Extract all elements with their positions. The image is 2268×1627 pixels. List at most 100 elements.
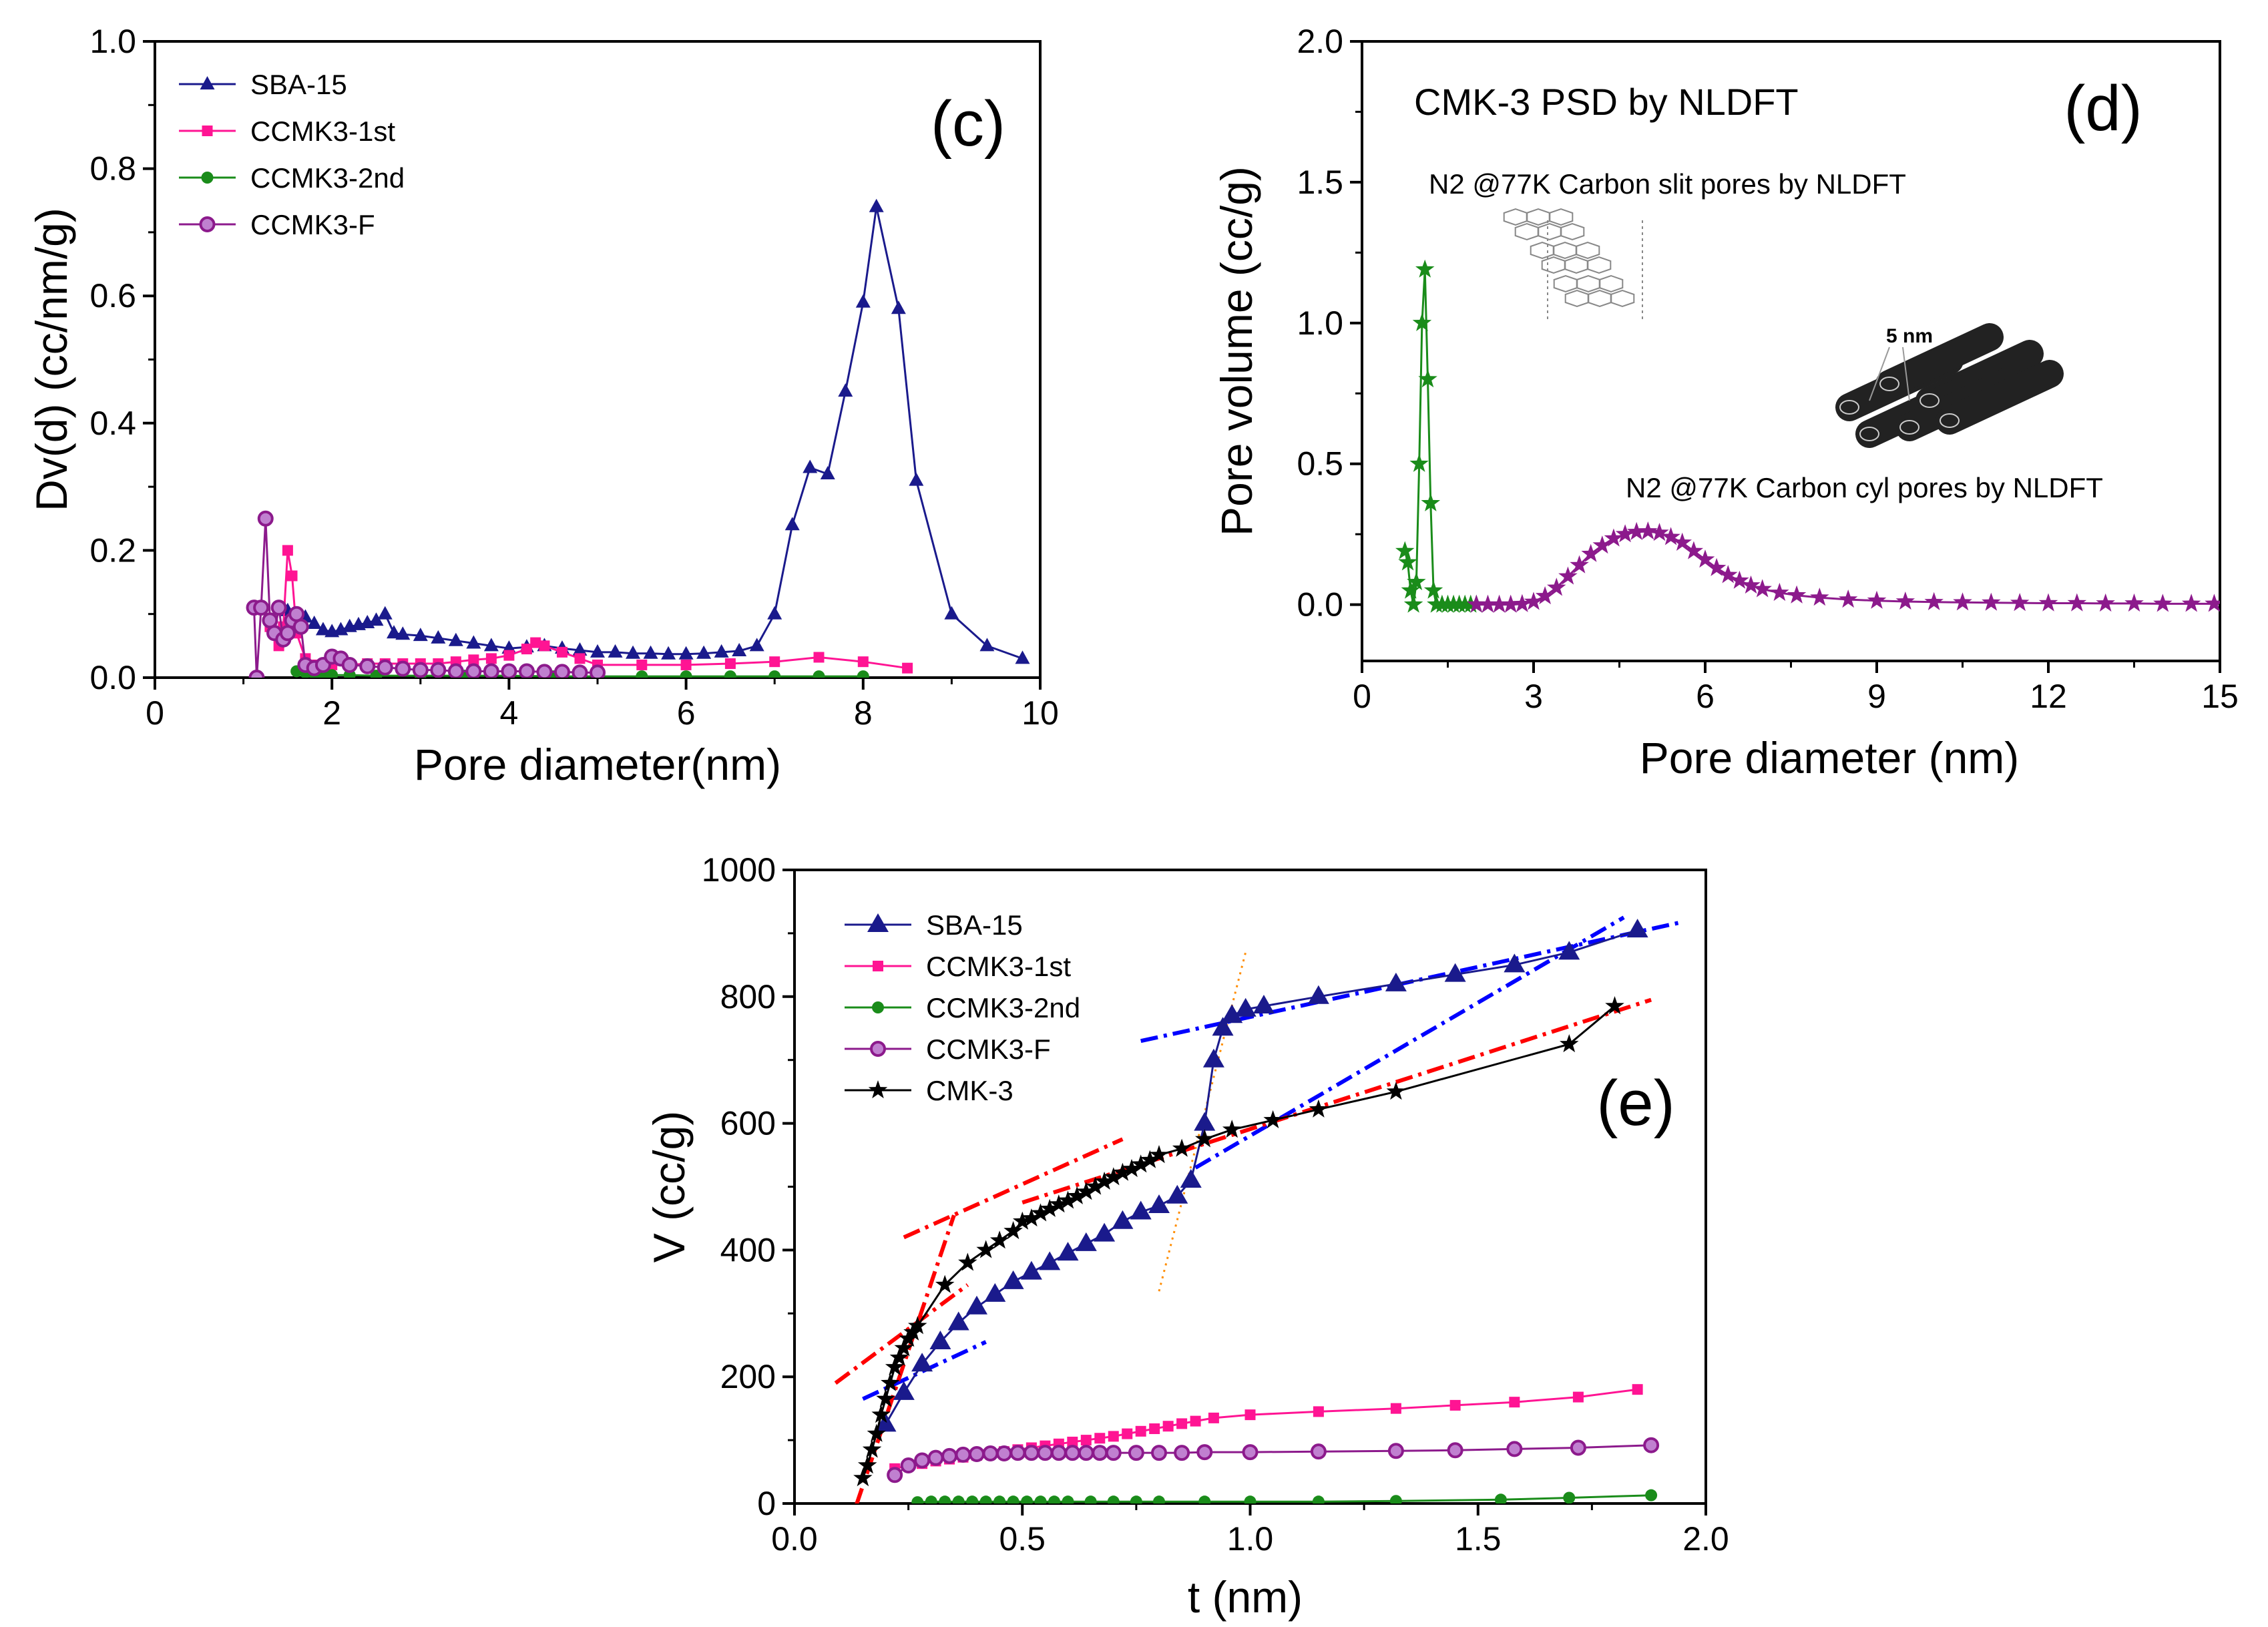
data-point [927,1449,944,1466]
data-point [1310,1443,1327,1460]
data-point [1104,1167,1123,1186]
data-point [1415,259,1435,278]
data-point [1176,1418,1188,1429]
data-point [1570,1439,1586,1456]
y-axis-title: Pore volume (cc/g) [1212,166,1261,536]
data-point [1524,592,1544,610]
y-tick-label: 2.0 [1297,23,1343,60]
data-point [1638,521,1658,540]
data-point [1572,1391,1584,1403]
data-point [1398,552,1417,571]
data-point [377,606,393,620]
data-point [447,663,464,678]
data-point [1982,592,2001,611]
data-point [1050,1445,1067,1461]
data-point [1570,555,1589,573]
data-point [1867,590,1887,609]
data-point [909,472,924,486]
panel-label: (d) [2064,73,2142,144]
data-point [326,669,338,678]
data-point [1312,1495,1325,1503]
data-point [857,1455,877,1474]
data-point [1022,1208,1042,1227]
panel-e: 0.0 0.5 1.0 1.5 2.0 0 200 400 600 800 1000 t (nm) V … [644,851,1729,1622]
x-tick-label: 2 [322,694,341,732]
data-point [1128,1445,1144,1461]
data-point [820,466,835,480]
data-point [1020,1260,1042,1280]
data-point [925,1495,937,1503]
data-point [891,300,906,314]
cylinder-pore [1919,393,1940,408]
data-point [1444,963,1466,982]
data-point [643,645,658,659]
data-point [732,642,747,656]
cylinder-body [1936,360,2064,435]
data-point [1604,528,1624,547]
data-point [1149,1145,1169,1164]
data-point [976,1240,995,1258]
data-point [989,1230,1009,1249]
data-point [636,670,648,678]
data-point [1478,594,1498,613]
data-point [1581,543,1600,562]
data-point [969,1445,985,1462]
data-point [1130,1200,1152,1220]
data-point [855,294,871,308]
annotation-slit-pores: N2 @77K Carbon slit pores by NLDFT [1429,168,1906,200]
data-point [2010,593,2030,612]
data-point [430,662,447,678]
data-point [1385,972,1407,991]
guide-line [855,1214,956,1503]
data-point [1263,1110,1283,1128]
data-point [1039,1251,1061,1270]
data-point [1037,1445,1054,1461]
legend-label: CCMK3-2nd [926,992,1080,1023]
data-point [1122,1158,1142,1178]
x-tick-label: 0.5 [999,1520,1046,1558]
data-point [1105,1445,1122,1461]
legend-marker [868,1080,888,1099]
y-tick-label: 0.2 [89,531,136,569]
cylinder-bundle-illustration: 5 nm [1835,323,2064,448]
data-point [262,612,278,629]
data-point [982,1445,999,1462]
x-axis-title: Pore diameter (nm) [1640,733,2020,782]
data-point [862,1439,882,1458]
data-point [1467,594,1486,613]
data-point [1244,1409,1256,1421]
data-point [2153,594,2173,612]
data-point [1506,1441,1523,1457]
plot-area [246,198,1030,678]
plot-area [834,915,1684,1503]
data-point [813,670,825,678]
data-point [1174,1445,1190,1461]
data-point [1112,1210,1134,1229]
data-point [483,663,499,678]
data-point [680,670,692,678]
data-point [1009,1445,1026,1461]
data-point [1067,1186,1087,1204]
data-point [1013,1211,1032,1230]
data-point [911,1496,924,1503]
data-point [2124,593,2144,612]
data-point [1558,566,1578,585]
data-point [1058,1190,1078,1209]
series-cmk-3 [853,996,1624,1487]
data-point [1034,1495,1047,1503]
data-point [838,383,853,397]
data-point [1953,592,1972,611]
x-tick-label: 6 [677,694,696,732]
data-point [1242,1444,1259,1461]
data-point [468,654,479,666]
data-point [1151,1445,1167,1461]
data-point [995,1445,1012,1462]
data-point [1113,1162,1132,1181]
data-point [749,638,764,652]
data-point [2181,594,2201,612]
data-point [979,638,995,652]
x-tick-label: 0 [1353,678,1371,715]
x-tick-label: 1.0 [1227,1520,1274,1558]
legend-marker [870,1041,886,1057]
